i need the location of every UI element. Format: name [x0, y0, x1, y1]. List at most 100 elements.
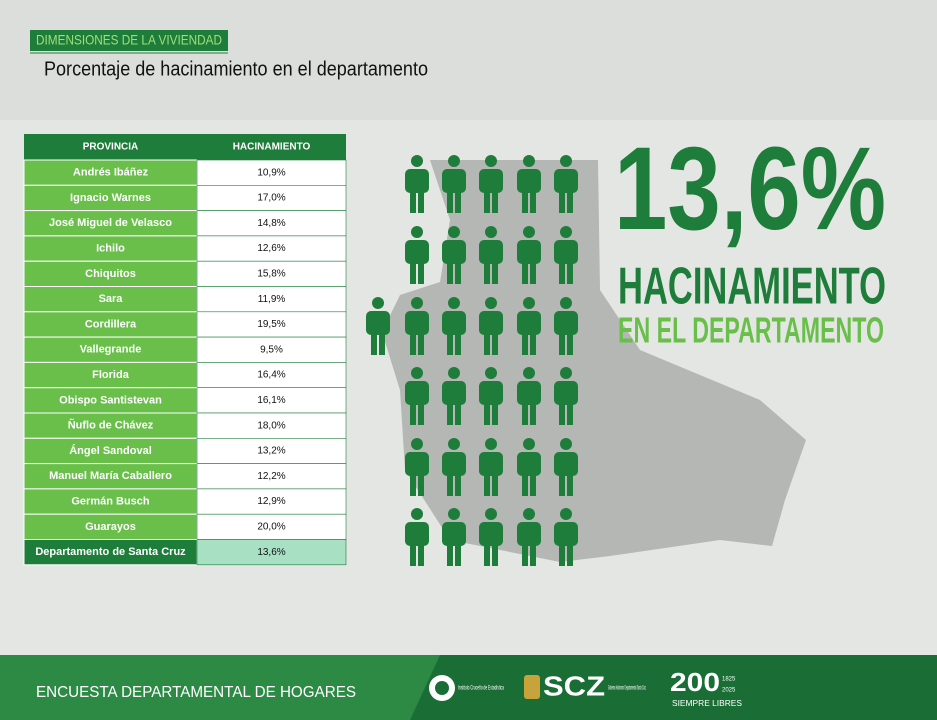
- person-body: [405, 381, 429, 405]
- person-leg: [455, 260, 461, 284]
- person-leg: [530, 260, 536, 284]
- person-body: [405, 311, 429, 335]
- anniversary: 200: [670, 667, 720, 697]
- value-cell: [196, 539, 347, 566]
- person-icon: [517, 367, 541, 425]
- person-leg: [530, 401, 536, 425]
- person-leg: [447, 401, 453, 425]
- person-leg: [455, 472, 461, 496]
- government-name: Gobierno Autónomo Departamental Santa Cr…: [608, 686, 646, 692]
- person-leg: [492, 260, 498, 284]
- person-head: [448, 367, 460, 379]
- person-leg: [379, 331, 385, 355]
- person-leg: [455, 331, 461, 355]
- person-icon: [405, 367, 429, 425]
- person-body: [479, 522, 503, 546]
- person-icon: [517, 508, 541, 566]
- crowding-value: 10,9%: [257, 167, 285, 178]
- person-body: [366, 311, 390, 335]
- person-icon: [405, 438, 429, 496]
- person-body: [405, 522, 429, 546]
- person-leg: [559, 260, 565, 284]
- province-cell: [23, 463, 198, 490]
- people-icons: [366, 155, 578, 566]
- person-icon: [554, 367, 578, 425]
- table-header-bg: [24, 134, 346, 160]
- person-leg: [418, 401, 424, 425]
- value-cell: [196, 159, 347, 186]
- person-head: [448, 155, 460, 167]
- person-body: [479, 452, 503, 476]
- person-leg: [410, 542, 416, 566]
- value-cell: [196, 513, 347, 540]
- person-leg: [447, 260, 453, 284]
- person-icon: [479, 367, 503, 425]
- value-cell: [196, 362, 347, 388]
- person-head: [448, 508, 460, 520]
- person-leg: [447, 189, 453, 213]
- province-name: Ángel Sandoval: [69, 444, 152, 457]
- person-head: [372, 297, 384, 309]
- province-name: Sara: [99, 293, 124, 305]
- shield-logo: [524, 675, 540, 699]
- crowding-value: 12,2%: [257, 471, 285, 482]
- person-body: [517, 452, 541, 476]
- person-head: [560, 508, 572, 520]
- person-leg: [455, 401, 461, 425]
- person-body: [479, 311, 503, 335]
- province-name: Guarayos: [85, 521, 136, 533]
- highlight-value: 13,6%: [614, 123, 886, 255]
- province-name: Florida: [92, 369, 130, 381]
- highlight-label: HACINAMIENTO: [618, 258, 886, 316]
- person-leg: [455, 542, 461, 566]
- person-body: [517, 240, 541, 264]
- crowding-value: 11,9%: [258, 294, 286, 305]
- person-leg: [492, 189, 498, 213]
- person-leg: [559, 472, 565, 496]
- person-leg: [418, 472, 424, 496]
- person-head: [523, 508, 535, 520]
- person-head: [523, 297, 535, 309]
- person-leg: [530, 542, 536, 566]
- person-head: [411, 226, 423, 238]
- person-icon: [442, 508, 466, 566]
- person-leg: [418, 189, 424, 213]
- person-icon: [479, 297, 503, 355]
- person-leg: [567, 331, 573, 355]
- table-header: HACINAMIENTO: [233, 142, 311, 153]
- person-leg: [492, 331, 498, 355]
- person-icon: [554, 297, 578, 355]
- person-body: [479, 381, 503, 405]
- person-leg: [410, 189, 416, 213]
- province-name: Ignacio Warnes: [70, 192, 151, 204]
- person-icon: [554, 508, 578, 566]
- province-name: Andrés Ibáñez: [73, 167, 149, 179]
- institute-name: Instituto Cruceño de Estadística: [458, 686, 504, 692]
- person-leg: [484, 331, 490, 355]
- person-leg: [522, 542, 528, 566]
- person-leg: [567, 401, 573, 425]
- person-icon: [554, 155, 578, 213]
- person-body: [517, 169, 541, 193]
- person-head: [485, 367, 497, 379]
- province-name: Ñuflo de Chávez: [68, 419, 154, 432]
- province-name: Vallegrande: [80, 344, 142, 356]
- person-leg: [418, 260, 424, 284]
- person-head: [523, 226, 535, 238]
- person-icon: [442, 226, 466, 284]
- person-head: [448, 438, 460, 450]
- person-leg: [522, 260, 528, 284]
- person-head: [560, 155, 572, 167]
- person-head: [485, 508, 497, 520]
- person-leg: [522, 331, 528, 355]
- footer-stripe: [0, 655, 440, 720]
- page-title: Porcentaje de hacinamiento en el departa…: [44, 58, 428, 80]
- person-icon: [479, 226, 503, 284]
- person-head: [411, 508, 423, 520]
- person-leg: [567, 189, 573, 213]
- person-icon: [554, 438, 578, 496]
- person-leg: [492, 401, 498, 425]
- person-head: [523, 155, 535, 167]
- person-body: [517, 522, 541, 546]
